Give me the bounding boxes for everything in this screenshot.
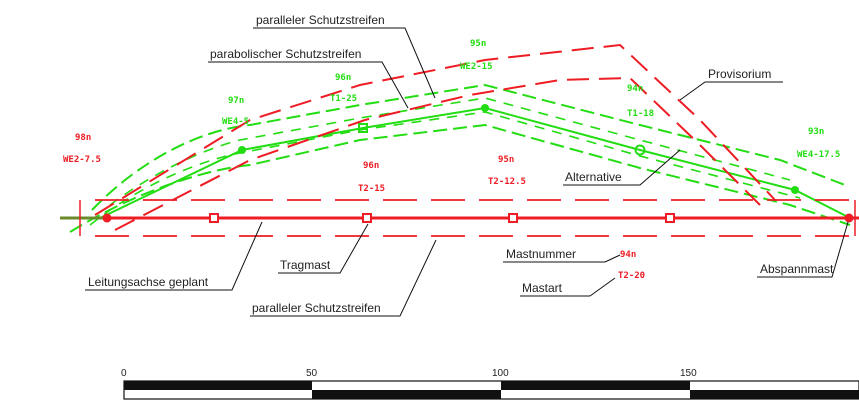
label-parallel-top: paralleler Schutzstreifen bbox=[256, 13, 385, 27]
scale-seg-1-top bbox=[124, 381, 312, 390]
tag-red-left-type: WE2-7.5 bbox=[63, 155, 101, 165]
strip-inner-upper bbox=[109, 97, 791, 206]
tag-red-m2-number: 95n bbox=[498, 155, 514, 165]
leader-parallel-bottom bbox=[250, 239, 437, 317]
label-mastnummer: Mastnummer bbox=[506, 247, 576, 261]
provisorium-upper bbox=[94, 43, 776, 216]
scale-tick-100: 100 bbox=[492, 368, 509, 379]
scale-seg-3-top bbox=[501, 381, 690, 390]
provisorium-lower bbox=[114, 76, 761, 231]
tag-green-d-type: T1-18 bbox=[627, 109, 654, 119]
leader-provisorium bbox=[679, 81, 783, 101]
green-mast-d bbox=[634, 144, 646, 156]
trag-mast-1 bbox=[209, 213, 219, 223]
callout-leaders bbox=[85, 27, 849, 317]
label-abspannmast: Abspannmast bbox=[760, 262, 834, 276]
alternative-route bbox=[69, 83, 851, 233]
leader-tragmast bbox=[278, 223, 369, 274]
scale-seg-4-bottom bbox=[690, 390, 859, 399]
provisorium-route bbox=[94, 43, 776, 231]
label-parallel-bottom: paralleler Schutzstreifen bbox=[252, 301, 381, 315]
parabolic-strip-upper bbox=[91, 83, 846, 211]
green-mast-b bbox=[358, 123, 368, 133]
abspann-mast-left bbox=[102, 213, 112, 223]
red-mast-tags: 98n WE2-7.5 96n T2-15 95n T2-12.5 94n T2… bbox=[63, 133, 645, 281]
scale-tick-50: 50 bbox=[306, 368, 318, 379]
tag-green-e-type: WE4-17.5 bbox=[797, 150, 840, 160]
leader-parabolic bbox=[208, 61, 409, 109]
scale-tick-0: 0 bbox=[121, 368, 127, 379]
label-parabolic: parabolischer Schutzstreifen bbox=[210, 47, 361, 61]
leader-axis-planned bbox=[85, 221, 263, 291]
label-tragmast: Tragmast bbox=[280, 258, 331, 272]
leader-mastart-tail bbox=[589, 277, 616, 297]
leader-parallel-top bbox=[253, 27, 436, 99]
parabolic-strip-lower bbox=[69, 123, 851, 233]
scale-tick-150: 150 bbox=[680, 368, 697, 379]
leader-abspannmast bbox=[757, 221, 849, 278]
trag-mast-2 bbox=[362, 213, 372, 223]
tag-green-c-type: WE2-15 bbox=[460, 62, 493, 72]
label-mastart: Mastart bbox=[522, 281, 563, 295]
tag-green-a-type: WE4-5 bbox=[222, 117, 249, 127]
tag-red-left-number: 98n bbox=[75, 133, 91, 143]
label-axis-planned: Leitungsachse geplant bbox=[88, 275, 209, 289]
callout-labels: paralleler Schutzstreifen parabolischer … bbox=[88, 13, 834, 315]
tag-green-b-type: T1-25 bbox=[330, 94, 357, 104]
green-mast-e bbox=[791, 186, 799, 194]
tag-green-a-number: 97n bbox=[228, 96, 244, 106]
green-mast-c bbox=[481, 104, 489, 112]
tag-red-m2-type: T2-12.5 bbox=[488, 177, 526, 187]
tag-red-m1-type: T2-15 bbox=[358, 184, 385, 194]
label-alternative: Alternative bbox=[565, 170, 622, 184]
scale-seg-2-bottom bbox=[312, 390, 501, 399]
tag-green-d-number: 94n bbox=[627, 84, 643, 94]
green-mast-tags: 97n WE4-5 96n T1-25 95n WE2-15 94n T1-18… bbox=[222, 39, 840, 160]
label-provisorium: Provisorium bbox=[708, 67, 771, 81]
trag-mast-3 bbox=[508, 213, 518, 223]
leader-mastnummer-tail bbox=[604, 254, 621, 263]
green-mast-a bbox=[238, 146, 246, 154]
tag-green-b-number: 96n bbox=[335, 73, 351, 83]
tag-legend-type: T2-20 bbox=[618, 271, 645, 281]
strip-inner-lower bbox=[89, 111, 801, 226]
tag-green-e-number: 93n bbox=[808, 127, 824, 137]
trag-mast-4 bbox=[665, 213, 675, 223]
tag-red-m1-number: 96n bbox=[363, 161, 379, 171]
leader-alternative bbox=[563, 149, 681, 186]
tag-green-c-number: 95n bbox=[470, 39, 486, 49]
tag-legend-number: 94n bbox=[620, 250, 636, 260]
planned-line bbox=[60, 199, 859, 237]
abspann-mast-right bbox=[844, 213, 854, 223]
scale-bar: 0 50 100 150 bbox=[121, 368, 859, 400]
alternative-line-axis bbox=[99, 106, 851, 219]
